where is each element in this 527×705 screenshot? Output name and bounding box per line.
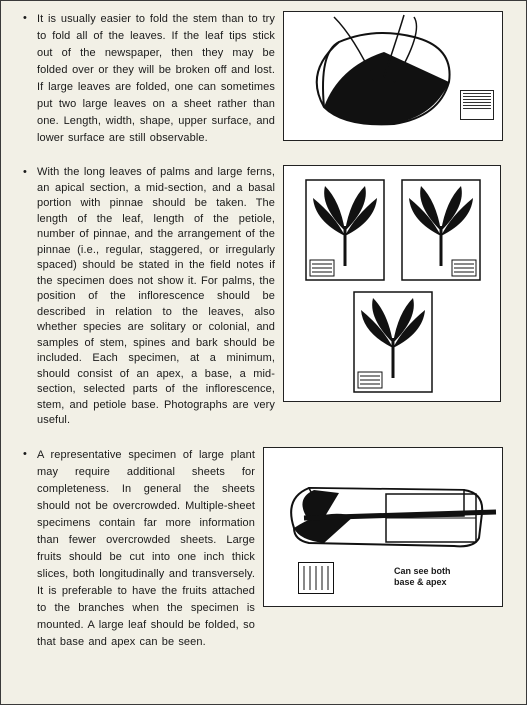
page: • It is usually easier to fold the stem …: [1, 1, 526, 661]
bullet-1: • It is usually easier to fold the stem …: [23, 11, 275, 147]
row-1: • It is usually easier to fold the stem …: [23, 11, 518, 147]
bullet-3: • A representative specimen of large pla…: [23, 447, 255, 651]
para-1: It is usually easier to fold the stem th…: [37, 11, 275, 147]
three-specimen-sheets-illustration: [284, 166, 502, 403]
caption-base-apex: Can see both base & apex: [394, 566, 484, 588]
row-3: • A representative specimen of large pla…: [23, 447, 518, 651]
row-2: • With the long leaves of palms and larg…: [23, 165, 518, 429]
label-card-icon: [460, 90, 494, 120]
para-3: A representative specimen of large plant…: [37, 447, 255, 651]
bullet-2: • With the long leaves of palms and larg…: [23, 165, 275, 429]
folded-leaf-illustration: [284, 12, 504, 142]
figure-1-folded-leaf: [283, 11, 503, 141]
bullet-dot: •: [23, 165, 37, 429]
bullet-dot: •: [23, 11, 37, 147]
label-card-vertical-icon: [298, 562, 334, 594]
bullet-dot: •: [23, 447, 37, 651]
figure-2-three-sheets: [283, 165, 501, 402]
figure-3-folded-long-leaf: Can see both base & apex: [263, 447, 503, 607]
para-2: With the long leaves of palms and large …: [37, 165, 275, 429]
